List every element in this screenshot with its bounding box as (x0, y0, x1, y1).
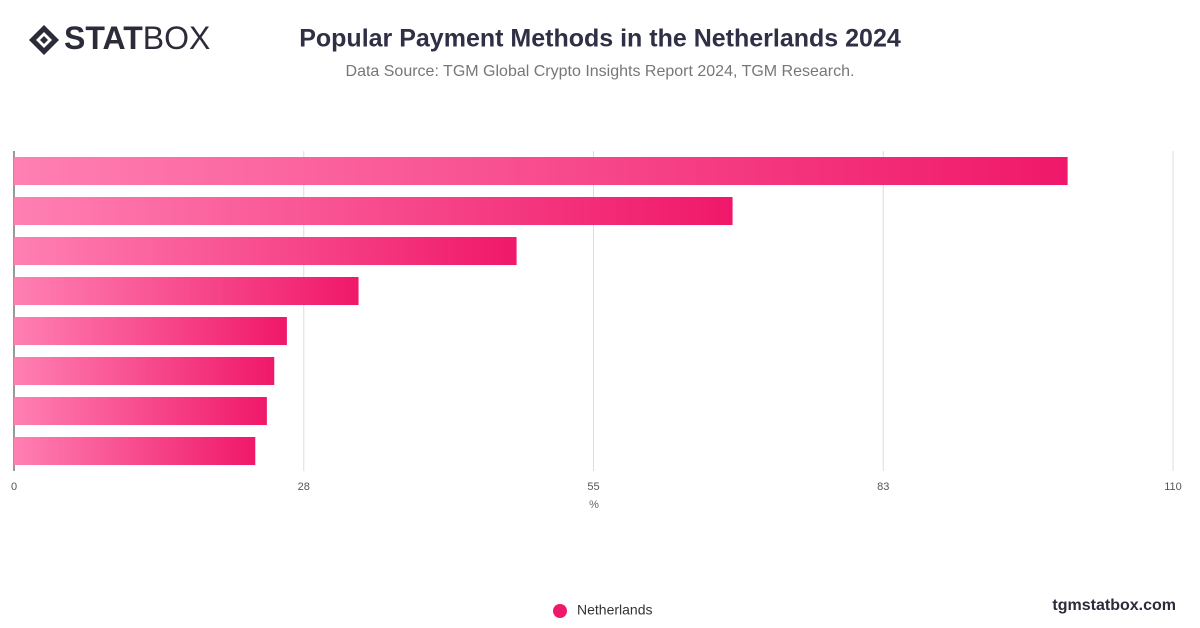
x-tick-label: 28 (298, 481, 310, 493)
footer: tgmstatbox.com (1052, 597, 1176, 614)
x-tick-label: 0 (11, 481, 17, 493)
logo-bold: STAT (64, 20, 143, 56)
logo-icon (29, 25, 59, 55)
bar (14, 157, 1068, 185)
x-axis-label: % (589, 499, 599, 511)
x-tick-label: 83 (877, 481, 889, 493)
legend-marker (553, 604, 567, 618)
bar (14, 317, 287, 345)
bar (14, 357, 275, 385)
chart-subtitle: Data Source: TGM Global Crypto Insights … (346, 63, 855, 80)
chart-title: Popular Payment Methods in the Netherlan… (299, 25, 901, 53)
x-tick-label: 55 (587, 481, 599, 493)
x-tick-label: 110 (1164, 481, 1182, 493)
logo: STATBOX (29, 20, 210, 56)
bar (14, 397, 267, 425)
logo-text: STATBOX (64, 20, 210, 56)
logo-light: BOX (143, 20, 211, 56)
legend-label: Netherlands (577, 602, 653, 618)
bar (14, 277, 359, 305)
bar (14, 437, 256, 465)
bar (14, 237, 517, 265)
bar (14, 197, 733, 225)
